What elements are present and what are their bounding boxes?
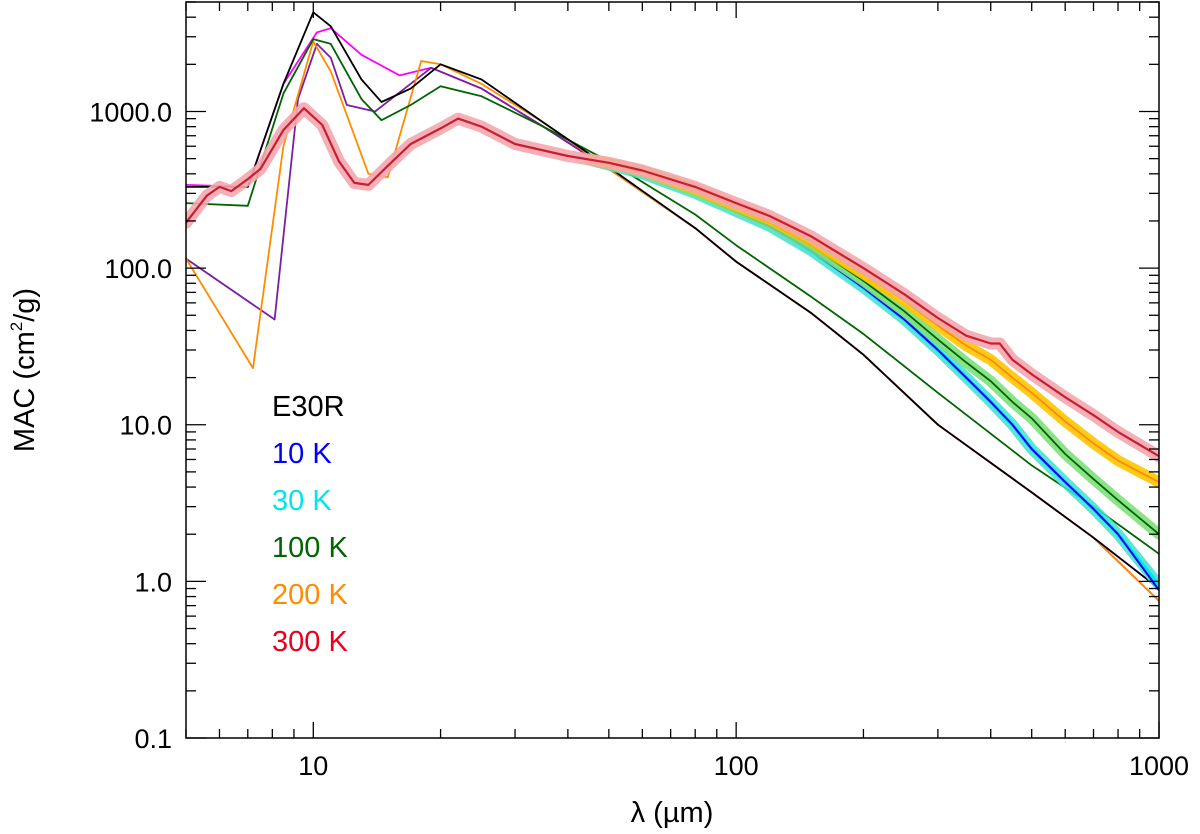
x-tick-labels: 10 100 1000 bbox=[298, 751, 1189, 781]
axis-ticks bbox=[185, 1, 1160, 739]
y-tick-label: 1.0 bbox=[134, 567, 172, 597]
legend-entry: 30 K bbox=[272, 485, 332, 517]
x-tick-label: 10 bbox=[298, 751, 328, 781]
series-line-14 bbox=[186, 107, 1159, 458]
legend-entry: E30R bbox=[272, 391, 345, 423]
series-line-9 bbox=[584, 154, 1159, 540]
x-tick-label: 100 bbox=[714, 751, 759, 781]
x-tick-label: 1000 bbox=[1129, 751, 1189, 781]
series-line-6 bbox=[584, 154, 1159, 591]
series-line-2 bbox=[186, 43, 1159, 602]
y-tick-label: 0.1 bbox=[134, 724, 172, 754]
series-line-10 bbox=[588, 159, 1159, 536]
series-line-3 bbox=[186, 40, 1159, 602]
x-axis-title: λ (µm) bbox=[631, 797, 714, 829]
series-line-8 bbox=[588, 159, 1159, 592]
legend-entry: 300 K bbox=[272, 626, 348, 658]
y-tick-label: 10.0 bbox=[119, 411, 172, 441]
legend-entry: 100 K bbox=[272, 532, 348, 564]
series-line-7 bbox=[587, 158, 1159, 587]
legend: E30R 10 K 30 K 100 K 200 K 300 K bbox=[272, 391, 348, 658]
series-line-4 bbox=[186, 38, 1159, 555]
legend-entry: 10 K bbox=[272, 438, 332, 470]
series-line-11 bbox=[584, 153, 1159, 488]
y-tick-label: 1000.0 bbox=[89, 97, 172, 127]
series-line-1 bbox=[186, 27, 1159, 590]
legend-entry: 200 K bbox=[272, 579, 348, 611]
series-line-5 bbox=[186, 11, 1159, 590]
series-layer bbox=[186, 11, 1159, 602]
y-tick-labels: 0.1 1.0 10.0 100.0 1000.0 bbox=[89, 97, 172, 754]
y-tick-label: 100.0 bbox=[104, 254, 172, 284]
y-axis-title: MAC (cm2/g) bbox=[7, 288, 41, 452]
plot-frame bbox=[185, 1, 1160, 739]
